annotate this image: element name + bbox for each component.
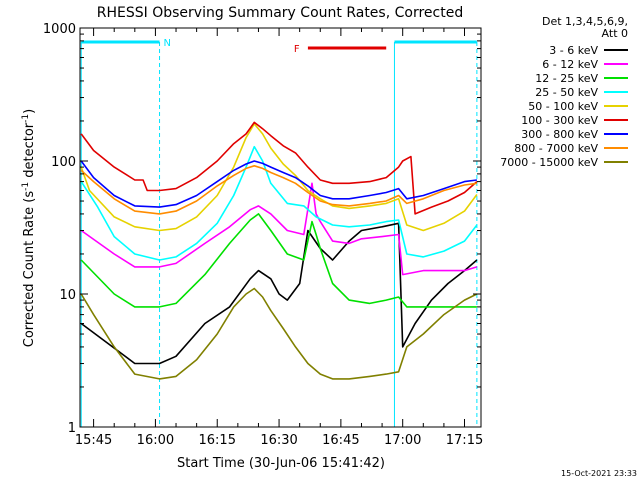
footer-timestamp: 15-Oct-2021 23:33 xyxy=(561,469,637,478)
x-tick-label: 16:15 xyxy=(199,433,236,448)
legend-header-line: Att 0 xyxy=(602,27,628,40)
x-tick-label: 17:00 xyxy=(384,433,421,448)
x-axis-label: Start Time (30-Jun-06 15:41:42) xyxy=(177,456,385,471)
y-tick-label: 1000 xyxy=(43,22,76,37)
plot-area: NF xyxy=(79,27,482,428)
series-line-7000-15000-kev xyxy=(80,287,478,380)
series-line-800-7000-kev xyxy=(80,165,478,215)
x-tick-label: 15:45 xyxy=(75,433,112,448)
x-axis: 15:45 16:00 16:15 16:30 16:45 17:00 17:15 xyxy=(75,28,483,448)
legend-label: 7000 - 15000 keV xyxy=(500,156,598,169)
y-axis: 1 10 100 1000 xyxy=(43,22,481,436)
y-axis-label-exp2: -1 xyxy=(21,114,31,123)
legend-header: Det 1,3,4,5,6,9,Att 0 xyxy=(542,15,628,40)
y-axis-label-mid: detector xyxy=(22,122,37,182)
y-axis-label-exp1: -1 xyxy=(21,182,31,191)
series-line-12-25-kev xyxy=(80,213,477,308)
legend-label: 800 - 7000 keV xyxy=(514,142,598,155)
plot-frame xyxy=(79,27,482,428)
series-line-50-100-kev xyxy=(80,123,478,232)
series-line-100-300-kev xyxy=(80,121,478,215)
legend-label: 25 - 50 keV xyxy=(535,86,598,99)
y-axis-label-base: Corrected Count Rate (s xyxy=(22,191,37,348)
x-tick-label: 17:15 xyxy=(446,433,483,448)
flag-label: F xyxy=(294,44,300,55)
y-axis-label: Corrected Count Rate (s-1 detector-1) xyxy=(21,109,37,347)
x-tick-label: 16:00 xyxy=(137,433,174,448)
chart-title: RHESSI Observing Summary Count Rates, Co… xyxy=(97,5,463,21)
series-line-300-800-kev xyxy=(80,160,478,208)
y-axis-label-end: ) xyxy=(22,109,37,114)
legend-label: 3 - 6 keV xyxy=(549,44,598,57)
legend-header-line: Det 1,3,4,5,6,9, xyxy=(542,15,628,28)
x-tick-label: 16:30 xyxy=(260,433,297,448)
legend-label: 300 - 800 keV xyxy=(521,128,598,141)
legend-label: 6 - 12 keV xyxy=(542,58,598,71)
series-line-3-6-kev xyxy=(80,222,478,365)
night-label: N xyxy=(164,38,171,49)
series-line-25-50-kev xyxy=(80,145,478,261)
legend-label: 12 - 25 keV xyxy=(535,72,598,85)
legend-label: 100 - 300 keV xyxy=(521,114,598,127)
series-line-6-12-kev xyxy=(80,182,478,276)
y-tick-label: 100 xyxy=(51,155,76,170)
x-tick-label: 16:45 xyxy=(322,433,359,448)
legend-label: 50 - 100 keV xyxy=(528,100,598,113)
y-tick-label: 1 xyxy=(68,421,76,436)
y-tick-label: 10 xyxy=(59,288,76,303)
